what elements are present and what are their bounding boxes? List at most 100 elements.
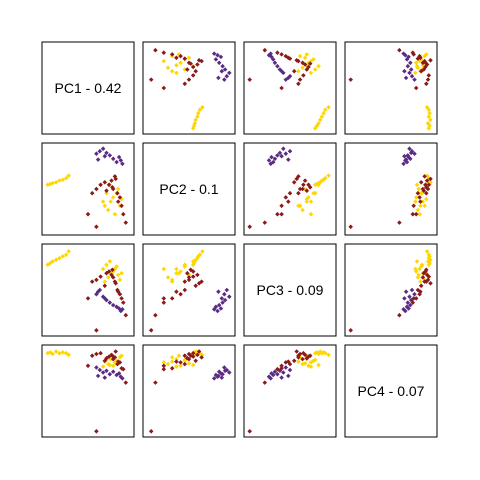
data-point bbox=[161, 366, 167, 372]
data-point bbox=[402, 296, 407, 301]
data-point bbox=[262, 380, 268, 385]
data-point bbox=[277, 150, 283, 156]
data-point bbox=[192, 121, 198, 126]
data-point bbox=[161, 300, 167, 305]
data-point bbox=[419, 262, 425, 268]
data-point bbox=[268, 376, 273, 381]
data-point bbox=[286, 157, 291, 162]
panel-r4-c1 bbox=[41, 344, 135, 438]
data-point bbox=[412, 151, 417, 156]
data-point bbox=[98, 182, 103, 188]
data-point bbox=[120, 161, 125, 167]
variable-label-2: PC2 - 0.1 bbox=[159, 181, 218, 197]
data-point bbox=[178, 360, 183, 365]
data-point bbox=[300, 356, 305, 362]
data-point bbox=[186, 55, 192, 61]
data-point bbox=[107, 259, 113, 264]
data-point bbox=[286, 373, 291, 379]
panel-r2-c2: PC2 - 0.1 bbox=[142, 142, 236, 236]
data-point bbox=[286, 359, 291, 364]
data-point bbox=[215, 308, 220, 314]
data-point bbox=[275, 211, 280, 217]
data-point bbox=[169, 68, 175, 74]
data-point bbox=[418, 283, 424, 289]
data-point bbox=[199, 355, 204, 360]
panel-r2-c1 bbox=[41, 142, 135, 236]
data-point bbox=[60, 254, 66, 259]
data-point bbox=[408, 60, 413, 66]
data-point bbox=[195, 62, 200, 67]
data-point bbox=[116, 154, 122, 160]
data-point bbox=[405, 63, 411, 69]
data-point bbox=[426, 182, 432, 188]
data-point bbox=[113, 281, 118, 286]
data-point bbox=[119, 203, 124, 209]
data-point bbox=[426, 114, 432, 119]
data-point bbox=[115, 199, 121, 204]
data-point bbox=[220, 300, 225, 305]
data-point bbox=[102, 283, 108, 289]
data-point bbox=[66, 249, 71, 254]
data-point bbox=[222, 291, 227, 297]
data-point bbox=[186, 277, 192, 283]
panel-r4-c4: PC4 - 0.07 bbox=[344, 344, 438, 438]
data-point bbox=[89, 190, 95, 196]
panel-frame bbox=[243, 41, 337, 135]
data-point bbox=[219, 296, 225, 301]
data-point bbox=[294, 176, 299, 182]
data-point bbox=[428, 281, 433, 286]
data-point bbox=[94, 429, 99, 434]
data-point bbox=[211, 51, 217, 56]
data-point bbox=[161, 363, 167, 369]
data-point bbox=[307, 353, 313, 358]
data-point bbox=[420, 275, 426, 280]
data-point bbox=[283, 151, 289, 156]
data-point bbox=[94, 186, 99, 192]
panel-r1-c2 bbox=[142, 41, 236, 135]
data-point bbox=[102, 279, 108, 284]
data-point bbox=[196, 349, 202, 354]
data-point bbox=[57, 178, 62, 183]
data-point bbox=[417, 195, 422, 200]
data-point bbox=[304, 67, 310, 72]
data-point bbox=[161, 266, 167, 272]
data-point bbox=[409, 287, 415, 293]
data-point bbox=[426, 252, 432, 257]
data-point bbox=[105, 207, 111, 213]
data-point bbox=[326, 352, 331, 358]
data-point bbox=[174, 55, 179, 61]
data-point bbox=[107, 362, 113, 368]
data-point bbox=[66, 173, 71, 178]
panel-r1-c1: PC1 - 0.42 bbox=[41, 41, 135, 135]
data-point bbox=[410, 211, 416, 217]
data-point bbox=[174, 63, 179, 68]
data-point bbox=[424, 185, 429, 190]
data-point bbox=[50, 180, 55, 186]
data-point bbox=[182, 361, 188, 367]
panel-r3-c3: PC3 - 0.09 bbox=[243, 243, 337, 337]
data-point bbox=[97, 367, 103, 373]
data-point bbox=[63, 252, 69, 257]
data-point bbox=[279, 363, 284, 369]
data-point bbox=[161, 296, 167, 301]
data-point bbox=[421, 270, 427, 276]
data-point bbox=[410, 300, 416, 305]
data-point bbox=[110, 363, 116, 369]
data-point bbox=[275, 366, 280, 372]
data-point bbox=[188, 61, 193, 66]
data-point bbox=[279, 153, 284, 159]
data-point bbox=[424, 81, 429, 87]
data-point bbox=[222, 297, 228, 303]
data-point bbox=[286, 55, 291, 61]
panel-frame bbox=[41, 243, 135, 337]
data-point bbox=[104, 150, 109, 156]
panel-r2-c3 bbox=[243, 142, 337, 236]
data-point bbox=[100, 146, 106, 151]
data-point bbox=[286, 199, 291, 204]
data-point bbox=[272, 369, 278, 374]
data-point bbox=[296, 190, 301, 196]
data-point bbox=[279, 211, 284, 217]
data-point bbox=[424, 267, 429, 273]
data-point bbox=[193, 117, 198, 123]
